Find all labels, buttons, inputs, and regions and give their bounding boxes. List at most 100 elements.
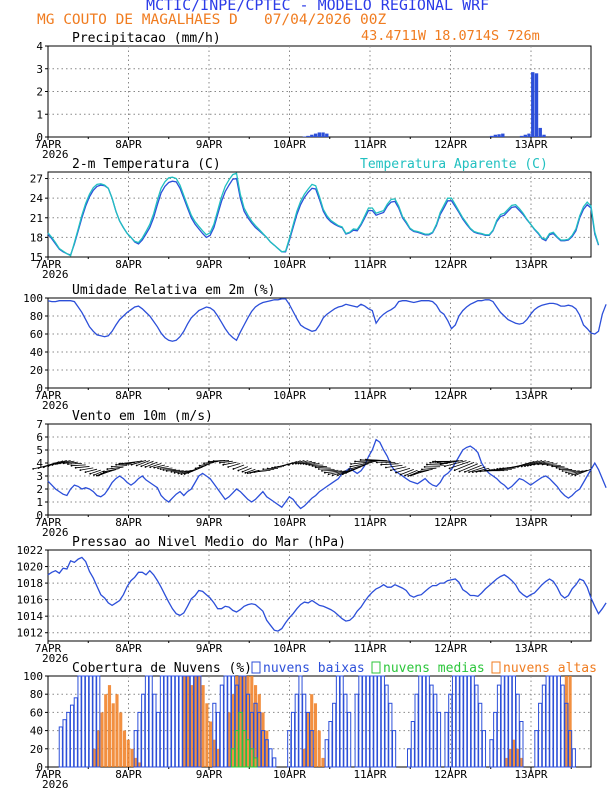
precip-bar xyxy=(519,135,524,137)
wind-arrow xyxy=(568,470,584,475)
x-tick-label-wind: 10APR xyxy=(273,516,306,529)
y-tick-label-precip: 2 xyxy=(36,86,43,99)
wind-arrow xyxy=(63,461,79,464)
wind-arrow xyxy=(191,465,207,472)
cloud-bar-high xyxy=(115,694,119,767)
cloud-bar-low xyxy=(197,675,202,768)
wind-arrow-head xyxy=(453,469,456,472)
wind-arrow-head xyxy=(426,463,428,466)
cloud-bar-low xyxy=(534,730,539,768)
cloud-bar-low xyxy=(407,748,412,768)
wind-arrow-head xyxy=(177,472,180,475)
cloud-bar-low xyxy=(84,675,90,768)
wind-arrow xyxy=(530,460,546,466)
wind-arrow-head xyxy=(170,470,173,473)
cloud-bar-mid xyxy=(242,730,247,768)
wind-arrow-head xyxy=(365,458,367,461)
cloud-bar-low xyxy=(474,684,479,768)
cloud-bar-low xyxy=(332,702,337,768)
cloud-bar-low xyxy=(178,675,183,768)
x-tick-label-temp: 7APR xyxy=(35,258,62,271)
y-tick-label-precip: 3 xyxy=(36,63,43,76)
wind-arrow-head xyxy=(529,464,532,467)
cloud-bar-low xyxy=(545,675,550,768)
wind-arrow-head xyxy=(475,470,478,473)
cloud-bar-low xyxy=(354,693,359,768)
wind-arrow xyxy=(521,460,535,467)
wind-arrow xyxy=(494,469,509,471)
precip-bar xyxy=(501,133,505,137)
x-year-label-slp: 2026 xyxy=(42,652,69,665)
wind-arrow xyxy=(315,466,331,469)
cloud-bar-low xyxy=(421,675,427,768)
wind-arrow-head xyxy=(305,463,308,466)
wind-arrow xyxy=(348,464,365,472)
cloud-bar-low xyxy=(193,675,198,768)
x-tick-label-clouds: 8APR xyxy=(115,768,142,781)
x-tick-label-wind: 12APR xyxy=(434,516,467,529)
cloud-bar-low xyxy=(418,675,423,768)
cloud-bar-high xyxy=(119,712,123,767)
wind-arrow-head xyxy=(404,474,406,477)
wind-arrow-head xyxy=(282,465,284,467)
cloud-bar-low xyxy=(141,693,146,768)
wind-arrow-head xyxy=(274,466,276,469)
x-tick-label-rh: 13APR xyxy=(514,389,547,402)
wind-arrow-head xyxy=(511,466,514,469)
wind-arrow-head xyxy=(37,467,40,470)
series-line-rh-0 xyxy=(47,298,607,342)
x-tick-label-precip: 11APR xyxy=(353,138,386,151)
wind-arrow xyxy=(312,465,328,468)
precip-bar xyxy=(313,133,318,137)
cloud-bar-low xyxy=(159,675,164,768)
wind-arrow-head xyxy=(533,463,535,466)
wind-arrow-head xyxy=(429,461,432,464)
cloud-bar-high xyxy=(130,748,134,767)
wind-arrow-head xyxy=(399,473,402,476)
precip-bar xyxy=(489,135,494,137)
y-tick-label-temp: 18 xyxy=(30,231,43,244)
wind-arrow-head xyxy=(110,465,113,468)
wind-arrow-head xyxy=(93,474,95,476)
legend-swatch-2 xyxy=(491,661,501,674)
cloud-bar-low xyxy=(133,730,138,768)
wind-arrow-head xyxy=(271,466,273,469)
cloud-bar-low xyxy=(212,702,217,768)
wind-arrow-head xyxy=(118,462,121,465)
wind-arrow-head xyxy=(323,471,326,474)
y-tick-label-wind: 4 xyxy=(36,457,43,470)
y-tick-label-wind: 2 xyxy=(36,483,43,496)
cloud-bar-high xyxy=(216,748,220,767)
x-tick-label-slp: 9APR xyxy=(196,642,223,655)
wind-arrow xyxy=(272,466,282,469)
cloud-bar-low xyxy=(324,739,329,768)
wind-arrow-head xyxy=(558,468,561,471)
cloud-bar-high xyxy=(516,748,520,767)
cloud-bar-low xyxy=(388,702,393,768)
wind-arrow-head xyxy=(262,468,265,471)
y-tick-label-slp: 1016 xyxy=(17,594,44,607)
wind-arrow xyxy=(199,462,215,467)
wind-arrow xyxy=(219,460,233,464)
wind-arrow-head xyxy=(159,468,162,471)
wind-arrow xyxy=(67,462,82,465)
wind-arrow-head xyxy=(135,464,138,467)
wind-arrow xyxy=(203,461,218,464)
cloud-bar-low xyxy=(414,693,419,768)
cloud-bar-mid xyxy=(253,757,258,768)
x-tick-label-slp: 10APR xyxy=(273,642,306,655)
wind-arrow-head xyxy=(567,472,570,475)
cloud-bar-low xyxy=(174,675,179,768)
cloud-bar-low xyxy=(448,693,453,768)
wind-arrow-head xyxy=(488,469,491,471)
cloud-bar-low xyxy=(69,704,75,768)
cloud-bar-low xyxy=(365,675,370,768)
wind-arrow-head xyxy=(42,466,45,469)
cloud-bar-high xyxy=(190,685,194,767)
wind-arrow-head xyxy=(359,458,362,461)
x-tick-label-wind: 9APR xyxy=(196,516,223,529)
wind-arrow-head xyxy=(302,463,305,465)
cloud-bar-low xyxy=(144,675,150,768)
cloud-bar-mid xyxy=(234,730,239,768)
precip-bar xyxy=(306,135,310,137)
